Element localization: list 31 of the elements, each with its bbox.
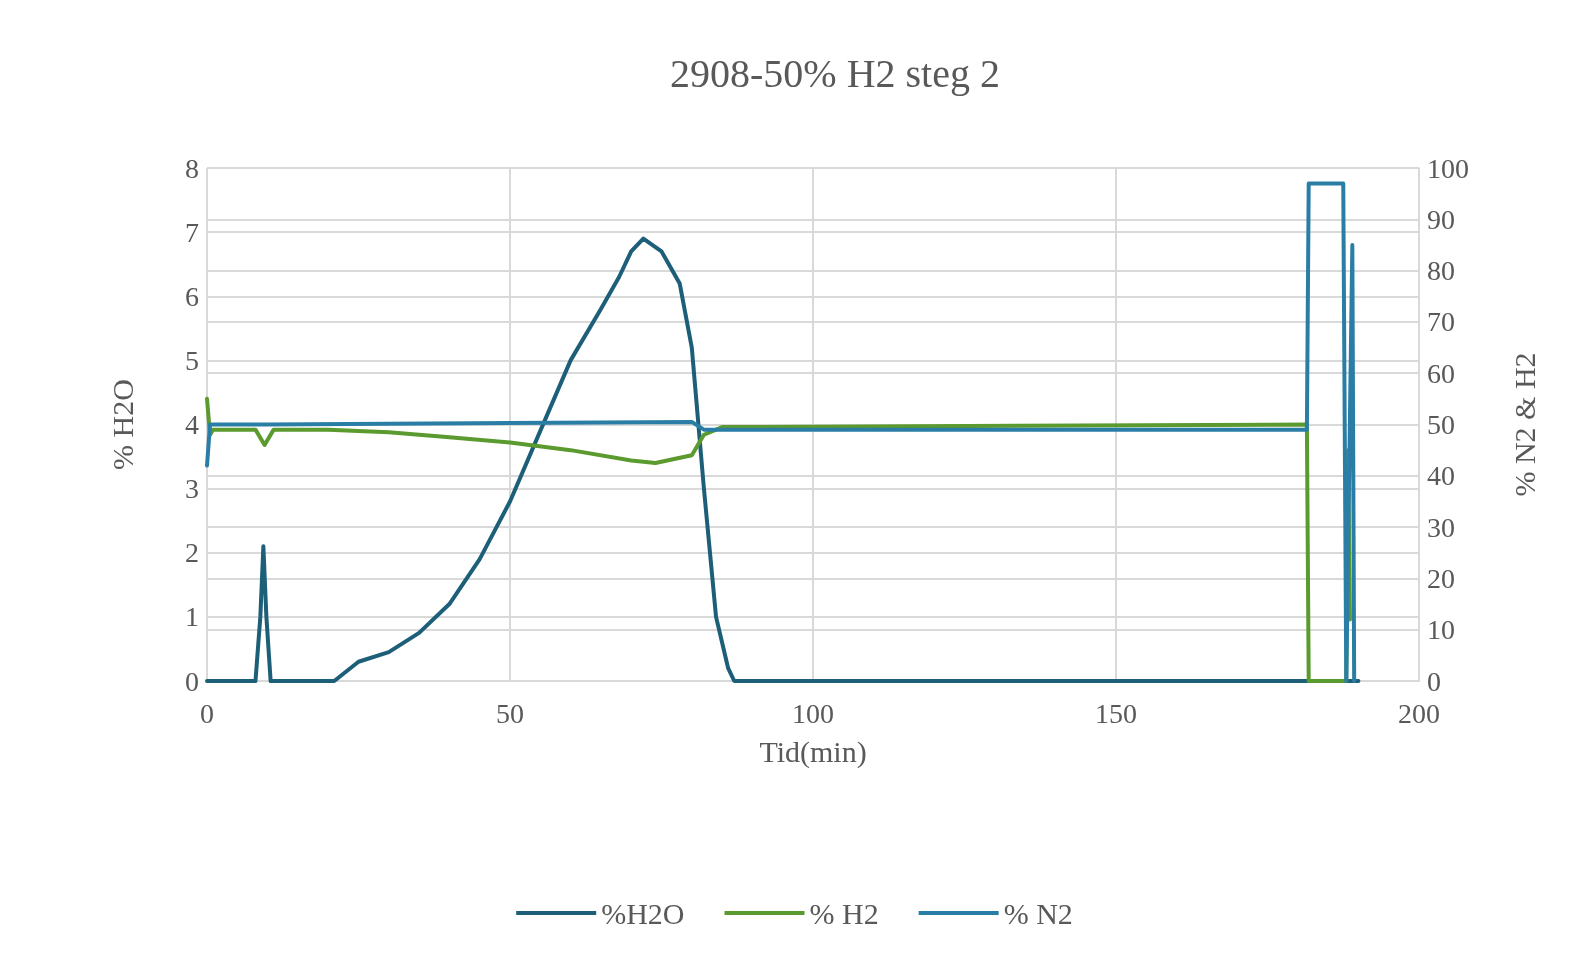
y2-tick-label: 50	[1427, 409, 1455, 440]
y-tick-label: 3	[185, 473, 199, 505]
y2-tick-label: 80	[1427, 255, 1455, 287]
y-tick-label: 1	[185, 601, 199, 633]
x-tick-label: 150	[1095, 697, 1137, 729]
y2-tick-label: 20	[1427, 562, 1455, 594]
y2-axis-title: % N2 & H2	[1507, 352, 1541, 497]
x-tick-label: 50	[496, 697, 524, 729]
y2-tick-label: 0	[1427, 665, 1441, 697]
legend-label: % H2	[809, 896, 879, 930]
y-tick-label: 2	[185, 537, 199, 569]
y2-tick-label: 100	[1427, 152, 1469, 184]
y2-tick-label: 40	[1427, 460, 1455, 492]
y-tick-label: 4	[185, 409, 199, 440]
y2-tick-label: 60	[1427, 357, 1455, 389]
y2-tick-label: 30	[1427, 511, 1455, 543]
chart-title: 2908-50% H2 steg 2	[670, 50, 1000, 96]
y-tick-label: 6	[185, 280, 199, 312]
y-axis-title: % H2O	[105, 379, 139, 470]
y-tick-label: 7	[185, 216, 199, 248]
y-tick-label: 5	[185, 344, 199, 376]
x-tick-label: 100	[792, 697, 834, 729]
y2-tick-label: 70	[1427, 306, 1455, 338]
x-axis-title: Tid(min)	[759, 734, 867, 769]
y2-tick-label: 10	[1427, 614, 1455, 646]
y2-tick-label: 90	[1427, 203, 1455, 235]
legend-label: %H2O	[601, 896, 685, 930]
y-tick-label: 0	[185, 665, 199, 697]
x-tick-label: 200	[1398, 697, 1440, 729]
legend-label: % N2	[1003, 896, 1073, 930]
y-tick-label: 8	[185, 152, 199, 184]
